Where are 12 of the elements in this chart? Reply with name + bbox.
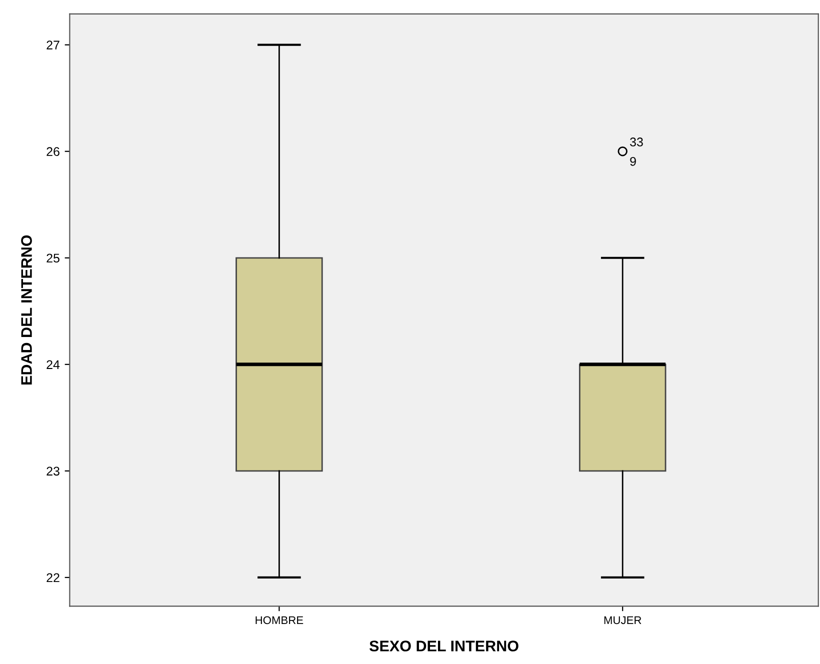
x-tick-label: HOMBRE (256, 616, 304, 624)
y-tick-label: 26 (46, 147, 60, 156)
y-tick-label: 24 (46, 360, 60, 369)
y-axis-title: EDAD DEL INTERNO (21, 235, 32, 384)
y-tick-label: 27 (46, 40, 60, 50)
y-tick-label: 23 (46, 466, 60, 476)
x-tick-label: MUJER (604, 616, 642, 624)
annotation: 33 (630, 138, 643, 146)
y-tick-label: 25 (46, 254, 60, 263)
annotation: 9 (630, 156, 636, 166)
y-tick-label: 22 (46, 573, 60, 582)
x-axis-title: SEXO DEL INTERNO (369, 640, 518, 652)
